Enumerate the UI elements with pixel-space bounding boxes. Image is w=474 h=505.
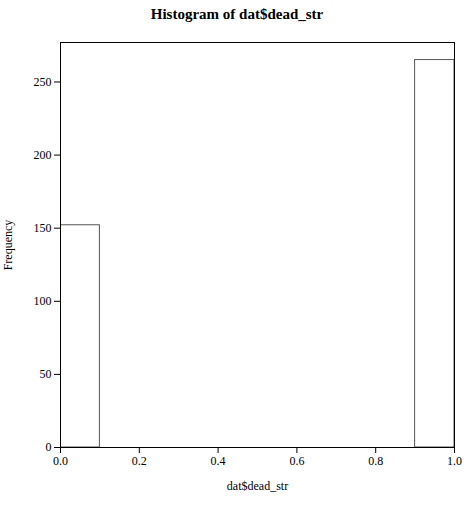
- svg-text:50: 50: [40, 367, 52, 381]
- svg-text:0.6: 0.6: [289, 454, 304, 468]
- svg-text:0.8: 0.8: [368, 454, 383, 468]
- svg-text:200: 200: [34, 148, 52, 162]
- svg-text:dat$dead_str: dat$dead_str: [227, 479, 288, 493]
- svg-text:150: 150: [34, 221, 52, 235]
- html-text:Histogram of dat$dead_str: Histogram of dat$dead_str: [150, 6, 324, 22]
- svg-text:1.0: 1.0: [447, 454, 462, 468]
- svg-text:0: 0: [46, 440, 52, 454]
- svg-text:100: 100: [34, 294, 52, 308]
- svg-text:Frequency: Frequency: [1, 220, 15, 271]
- svg-text:0.4: 0.4: [211, 454, 226, 468]
- svg-text:250: 250: [34, 75, 52, 89]
- svg-text:0.2: 0.2: [132, 454, 147, 468]
- svg-text:0.0: 0.0: [53, 454, 68, 468]
